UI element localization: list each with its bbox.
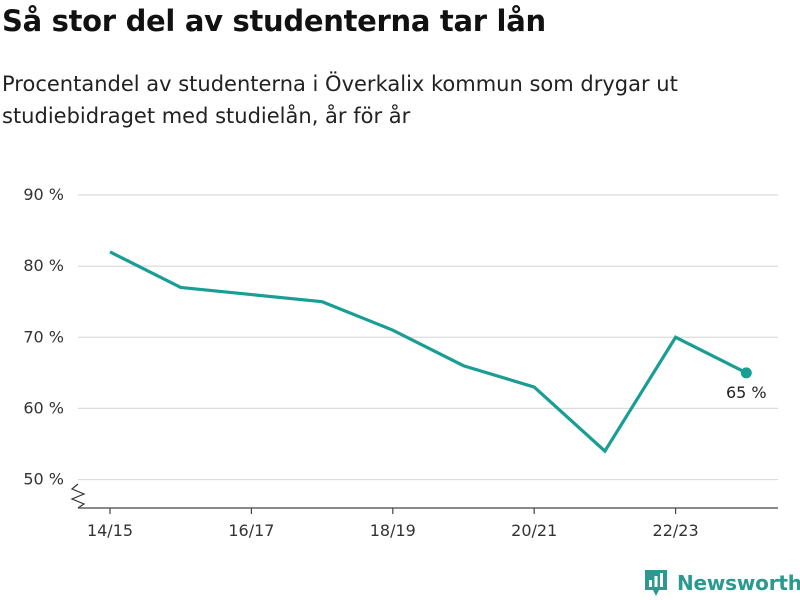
x-tick-label: 20/21 [511, 521, 557, 540]
data-labels: 65 % [726, 383, 767, 402]
y-tick-label: 60 % [23, 398, 64, 417]
gridlines [78, 194, 778, 481]
y-axis-break-icon [70, 483, 86, 509]
y-tick-label: 50 % [23, 470, 64, 489]
x-tick-label: 18/19 [370, 521, 416, 540]
chart-subtitle: Procentandel av studenterna i Överkalix … [2, 72, 678, 128]
series-layer [109, 250, 752, 454]
brand-logo: Newsworthy [643, 568, 800, 598]
y-axis-ticks: 50 % 60 % 70 % 80 % 90 % [23, 185, 86, 509]
x-tick-label: 22/23 [653, 521, 699, 540]
y-tick-label: 80 % [23, 256, 64, 275]
series-line [109, 250, 748, 454]
y-tick-label: 70 % [23, 327, 64, 346]
x-axis: 14/15 16/17 18/19 20/21 22/23 [78, 507, 778, 540]
end-data-label: 65 % [726, 383, 767, 402]
y-tick-label: 90 % [23, 185, 64, 204]
x-tick-label: 16/17 [228, 521, 274, 540]
chart-title: Så stor del av studenterna tar lån [2, 4, 546, 38]
brand-name: Newsworthy [677, 571, 800, 595]
end-point-marker [740, 367, 752, 379]
bar-chart-logo-icon [645, 570, 667, 596]
x-tick-label: 14/15 [87, 521, 133, 540]
